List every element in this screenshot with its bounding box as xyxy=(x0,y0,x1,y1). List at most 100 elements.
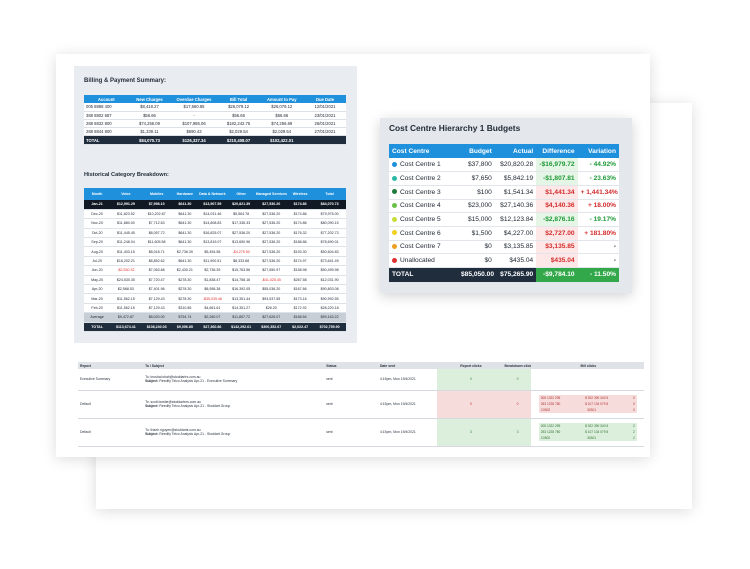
historical-cell: $193.30 xyxy=(287,246,314,257)
breakdown-clicks: 0 xyxy=(502,390,531,419)
historical-cell: Jan-21 xyxy=(84,200,111,210)
historical-cell: $59,163.22 xyxy=(313,312,346,323)
historical-row: May-20 $24,530.35 $7,720.47 $278.30 $1,838.4… xyxy=(84,275,346,286)
cost-centre-difference: $3,135.85 xyxy=(536,240,578,255)
historical-cell: $13,907.59 xyxy=(197,200,227,210)
billing-row: 388 8802 687 $56.66- $56.66 $56.66 23/01/202… xyxy=(84,111,346,120)
bill-number: 30301 xyxy=(587,436,597,440)
billing-total-row: TOTAL $84,070.73 $126,337.34 $210,408.07 $10… xyxy=(84,135,346,146)
historical-cell: $11,562.15 xyxy=(110,303,142,314)
historical-cell: $702,759.90 xyxy=(313,322,346,332)
bill-account: 005 1322 295 xyxy=(540,396,561,400)
cost-centre-name-cell: Cost Centre 2 xyxy=(389,171,458,186)
historical-cell: $17,336.33 xyxy=(226,218,256,229)
legend-dot-icon xyxy=(392,175,397,181)
cost-centre-actual: $12,123.84 xyxy=(494,212,537,227)
legend-dot-icon xyxy=(392,189,397,195)
historical-cell: $26.20 xyxy=(255,303,287,314)
cost-centre-table: Cost Centre Budget Actual Difference Variati… xyxy=(389,144,619,283)
cost-centre-actual: $1,541.34 xyxy=(494,185,537,200)
historical-cell: $12,991.29 xyxy=(110,200,142,210)
cost-centre-actual: $435.04 xyxy=(494,253,537,268)
cost-centre-actual: $3,135.85 xyxy=(494,240,537,255)
historical-row: Aug-20 $11,403.15 $8,018.71 $2,736.39 $5,454… xyxy=(84,246,346,257)
historical-cell: Apr-20 xyxy=(84,284,111,295)
historical-cell: $80,090.15 xyxy=(313,218,346,229)
billing-cell: 23/01/2021 xyxy=(304,111,346,120)
historical-cell: Sep-20 xyxy=(84,237,111,248)
report-to-subject: To: scott.bowtie@stoddarters.com.au Subje… xyxy=(143,390,325,419)
cost-centre-name: Unallocated xyxy=(400,257,435,265)
historical-cell: Average xyxy=(84,312,111,323)
cost-centre-difference: -$16,979.72 xyxy=(536,158,578,173)
recipient-email: To: scott.bowtie@stoddarters.com.au xyxy=(145,400,201,404)
historical-cell: $27,536.20 xyxy=(255,209,287,220)
billing-cell: $74,256.69 xyxy=(259,119,305,129)
historical-cell: May-20 xyxy=(84,275,111,286)
historical-cell: $2,022.47 xyxy=(287,322,314,332)
report-row: Default To: scott.bowtie@stoddarters.com.… xyxy=(78,390,644,419)
bill-line: C0602 30301 0 xyxy=(538,407,637,413)
cost-centre-actual: $4,227.00 xyxy=(494,226,537,241)
historical-cell: $27,360.86 xyxy=(197,322,227,332)
cost-centre-actual: $27,140.36 xyxy=(494,199,537,214)
historical-cell: $84,070.73 xyxy=(313,200,346,210)
historical-cell: $7,401.96 xyxy=(141,284,172,295)
historical-cell: $2,568.53 xyxy=(110,284,142,295)
historical-cell: $9,472.87 xyxy=(110,312,142,323)
report-name: Executive Summary xyxy=(78,369,144,391)
historical-cell: $16,392.05 xyxy=(226,284,256,295)
bill-line: 253 1228 780 $ 107 134 079 8 0 xyxy=(538,401,637,407)
billing-table: Account New Charges Overdue Charges Bill To… xyxy=(84,95,346,146)
bill-click-count: 0 xyxy=(632,396,635,400)
billing-cell: 388 8802 687 xyxy=(84,111,129,120)
cost-centre-variation: - xyxy=(577,240,619,255)
breakdown-clicks: 0 xyxy=(502,369,531,391)
cost-centre-variation: + 181.80% xyxy=(577,226,619,241)
cost-centre-col-header: Variation xyxy=(577,144,619,158)
historical-cell: $50,499.98 xyxy=(313,265,346,276)
cost-centre-total-row: TOTAL $85,050.00 $75,265.90 -$9,784.10- 11.… xyxy=(389,267,619,283)
historical-cell: $27,626.07 xyxy=(255,312,287,323)
historical-body: Jan-21 $12,991.29 $7,998.10 $641.30 $13,907.… xyxy=(84,200,346,332)
report-col-header: Breakdown clicks xyxy=(502,362,531,369)
historical-cell: -$35,039.48 xyxy=(197,293,227,304)
breakdown-clicks: 3 xyxy=(502,418,531,447)
cost-centre-body: Cost Centre 1 $37,800 $20,820.28 -$16,979.7… xyxy=(389,158,619,283)
legend-dot-icon xyxy=(392,230,397,236)
historical-cell: $11,445.45 xyxy=(110,228,142,239)
historical-cell: $2,736.39 xyxy=(171,246,198,257)
cost-centre-row: Cost Centre 6 $1,500 $4,227.00 $2,727.00 + 1… xyxy=(389,226,619,241)
status: sent xyxy=(324,390,378,419)
historical-title: Historical Category Breakdown: xyxy=(84,172,169,178)
cost-centre-budget: $15,000 xyxy=(458,212,495,227)
historical-col-header: Hardware xyxy=(171,188,198,200)
historical-cell: $11,403.15 xyxy=(110,246,142,257)
historical-cell: $278.30 xyxy=(171,275,198,286)
report-to-subject: To: thanh.nguyen@stoddarts.com.au Subject… xyxy=(143,418,325,447)
billing-row: 288 8832 800 $74,256.09 $107,986.06 $182,24… xyxy=(84,119,346,129)
historical-cell: $78,690.01 xyxy=(313,237,346,248)
bill-number: $ 922 390 340 5 xyxy=(585,396,609,400)
cost-centre-row: Cost Centre 5 $15,000 $12,123.84 -$2,876.16… xyxy=(389,212,619,227)
historical-cell: $641.30 xyxy=(171,237,198,248)
historical-row: Feb-20 $11,562.15 $7,129.43 $310.85 $4,661.6… xyxy=(84,303,346,314)
historical-cell: $174.86 xyxy=(287,209,314,220)
historical-cell: $167.66 xyxy=(287,284,314,295)
historical-cell: TOTAL xyxy=(84,322,111,332)
historical-cell: $158.98 xyxy=(287,265,314,276)
historical-cell: $28,220.18 xyxy=(313,303,346,314)
cost-centre-total-variation: - 11.50% xyxy=(577,267,619,283)
historical-header-row: Month Voice Mobiles Hardware Data & Network O… xyxy=(84,188,346,200)
historical-cell: $5,454.58 xyxy=(197,246,227,257)
cost-centre-row: Cost Centre 1 $37,800 $20,820.28 -$16,979.7… xyxy=(389,158,619,173)
historical-cell: $8,057.72 xyxy=(141,228,172,239)
cost-centre-name: Cost Centre 5 xyxy=(400,216,441,224)
historical-cell: $77,202.73 xyxy=(313,228,346,239)
date-sent: 4:15pm, Mon 19/4/2021 xyxy=(377,418,438,447)
historical-cell: $15,763.56 xyxy=(226,265,256,276)
legend-dot-icon xyxy=(392,243,397,249)
historical-cell: Aug-20 xyxy=(84,246,111,257)
historical-cell: Nov-20 xyxy=(84,218,111,229)
cost-centre-title: Cost Centre Hierarchy 1 Budgets xyxy=(389,123,521,133)
